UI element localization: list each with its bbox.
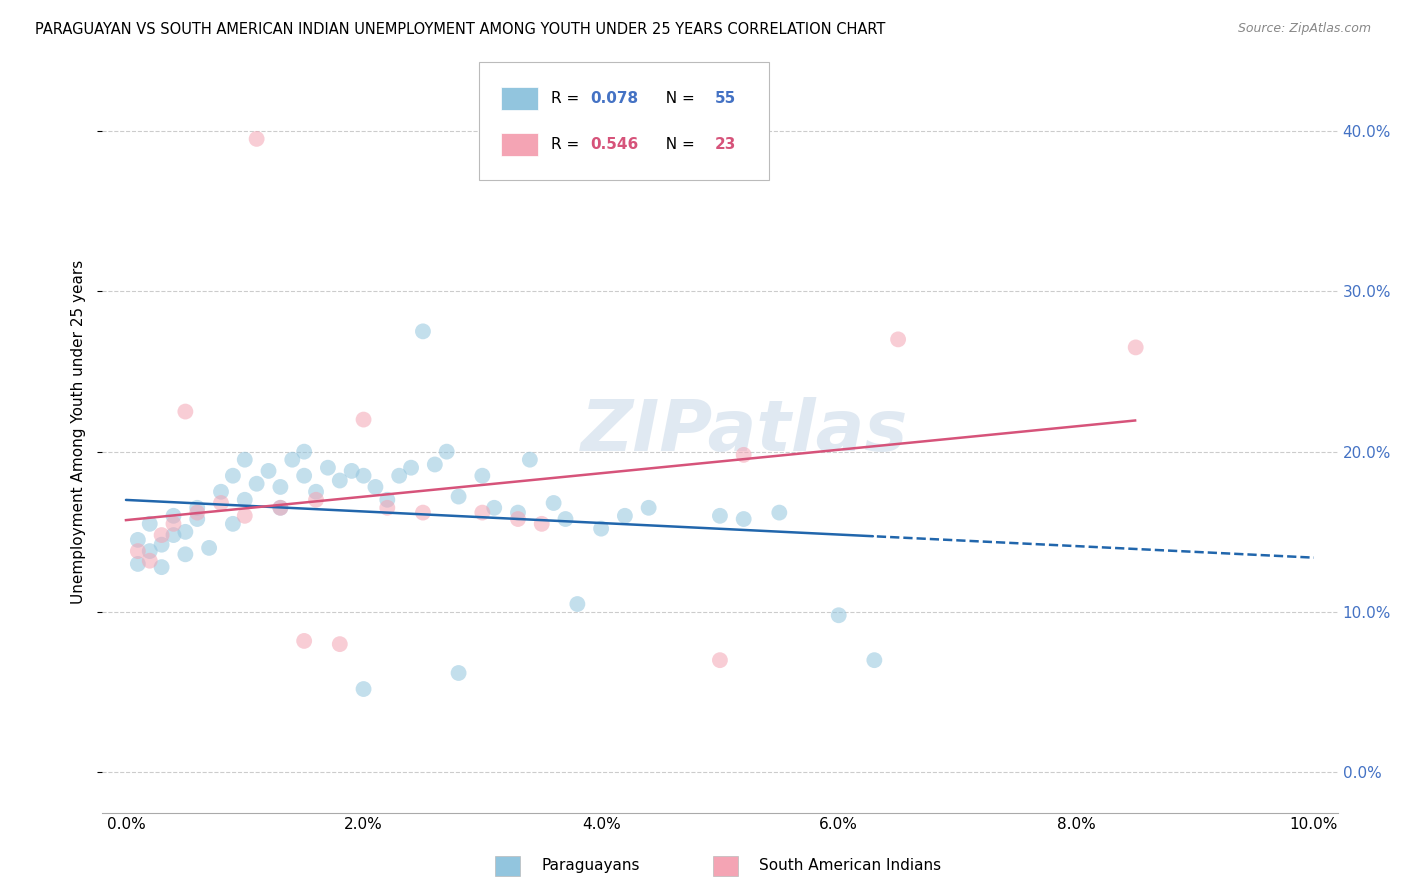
Point — [162, 528, 184, 542]
Point — [305, 484, 328, 499]
Point — [412, 506, 434, 520]
Text: Paraguayans: Paraguayans — [541, 858, 640, 872]
Point — [887, 332, 910, 346]
Point — [150, 528, 173, 542]
Text: 0.546: 0.546 — [591, 136, 638, 152]
Point — [305, 492, 328, 507]
Text: South American Indians: South American Indians — [759, 858, 942, 872]
Text: N =: N = — [655, 91, 699, 106]
Point — [127, 557, 149, 571]
Point — [186, 512, 208, 526]
Point — [484, 500, 506, 515]
Point — [733, 512, 755, 526]
Point — [543, 496, 565, 510]
Point — [613, 508, 636, 523]
Point — [709, 653, 731, 667]
Point — [127, 533, 149, 547]
Point — [329, 474, 352, 488]
Point — [186, 506, 208, 520]
Point — [162, 516, 184, 531]
Point — [353, 681, 375, 696]
Text: Source: ZipAtlas.com: Source: ZipAtlas.com — [1237, 22, 1371, 36]
Point — [174, 404, 197, 418]
Point — [281, 452, 304, 467]
Point — [506, 506, 529, 520]
Point — [733, 448, 755, 462]
Point — [246, 476, 269, 491]
Point — [292, 444, 315, 458]
Point — [209, 496, 232, 510]
Point — [233, 452, 256, 467]
Point — [233, 492, 256, 507]
Point — [399, 460, 422, 475]
Y-axis label: Unemployment Among Youth under 25 years: Unemployment Among Youth under 25 years — [72, 260, 86, 604]
Text: R =: R = — [551, 91, 583, 106]
Point — [222, 468, 245, 483]
Text: ZIPatlas: ZIPatlas — [581, 397, 908, 467]
Point — [709, 508, 731, 523]
Point — [150, 538, 173, 552]
Text: R =: R = — [551, 136, 583, 152]
Point — [198, 541, 221, 555]
Point — [340, 464, 363, 478]
Point — [292, 634, 315, 648]
Bar — [502, 87, 538, 110]
Point — [174, 547, 197, 561]
Point — [138, 544, 160, 558]
Point — [246, 132, 269, 146]
Point — [388, 468, 411, 483]
Point — [269, 500, 291, 515]
Point — [138, 516, 160, 531]
Point — [471, 506, 494, 520]
Point — [768, 506, 790, 520]
Point — [269, 480, 291, 494]
Point — [1125, 340, 1147, 354]
Point — [127, 544, 149, 558]
FancyBboxPatch shape — [479, 62, 769, 180]
Text: PARAGUAYAN VS SOUTH AMERICAN INDIAN UNEMPLOYMENT AMONG YOUTH UNDER 25 YEARS CORR: PARAGUAYAN VS SOUTH AMERICAN INDIAN UNEM… — [35, 22, 886, 37]
Point — [209, 484, 232, 499]
Point — [519, 452, 541, 467]
Point — [138, 554, 160, 568]
Point — [423, 458, 446, 472]
Point — [375, 500, 398, 515]
Point — [447, 490, 470, 504]
Point — [436, 444, 458, 458]
Point — [269, 500, 291, 515]
Point — [186, 500, 208, 515]
Point — [364, 480, 387, 494]
Point — [471, 468, 494, 483]
Point — [530, 516, 553, 531]
Point — [316, 460, 339, 475]
Text: 23: 23 — [716, 136, 737, 152]
Point — [233, 508, 256, 523]
Point — [828, 608, 851, 623]
Point — [222, 516, 245, 531]
Point — [591, 522, 613, 536]
Point — [863, 653, 886, 667]
Point — [567, 597, 589, 611]
Bar — [502, 133, 538, 156]
Point — [375, 492, 398, 507]
Text: N =: N = — [655, 136, 699, 152]
Point — [174, 524, 197, 539]
Point — [412, 324, 434, 338]
Text: 0.078: 0.078 — [591, 91, 638, 106]
Point — [554, 512, 576, 526]
Point — [447, 665, 470, 680]
Point — [637, 500, 659, 515]
Point — [292, 468, 315, 483]
Point — [257, 464, 280, 478]
Point — [353, 412, 375, 426]
Text: 55: 55 — [716, 91, 737, 106]
Point — [353, 468, 375, 483]
Point — [329, 637, 352, 651]
Point — [150, 560, 173, 574]
Point — [506, 512, 529, 526]
Point — [162, 508, 184, 523]
